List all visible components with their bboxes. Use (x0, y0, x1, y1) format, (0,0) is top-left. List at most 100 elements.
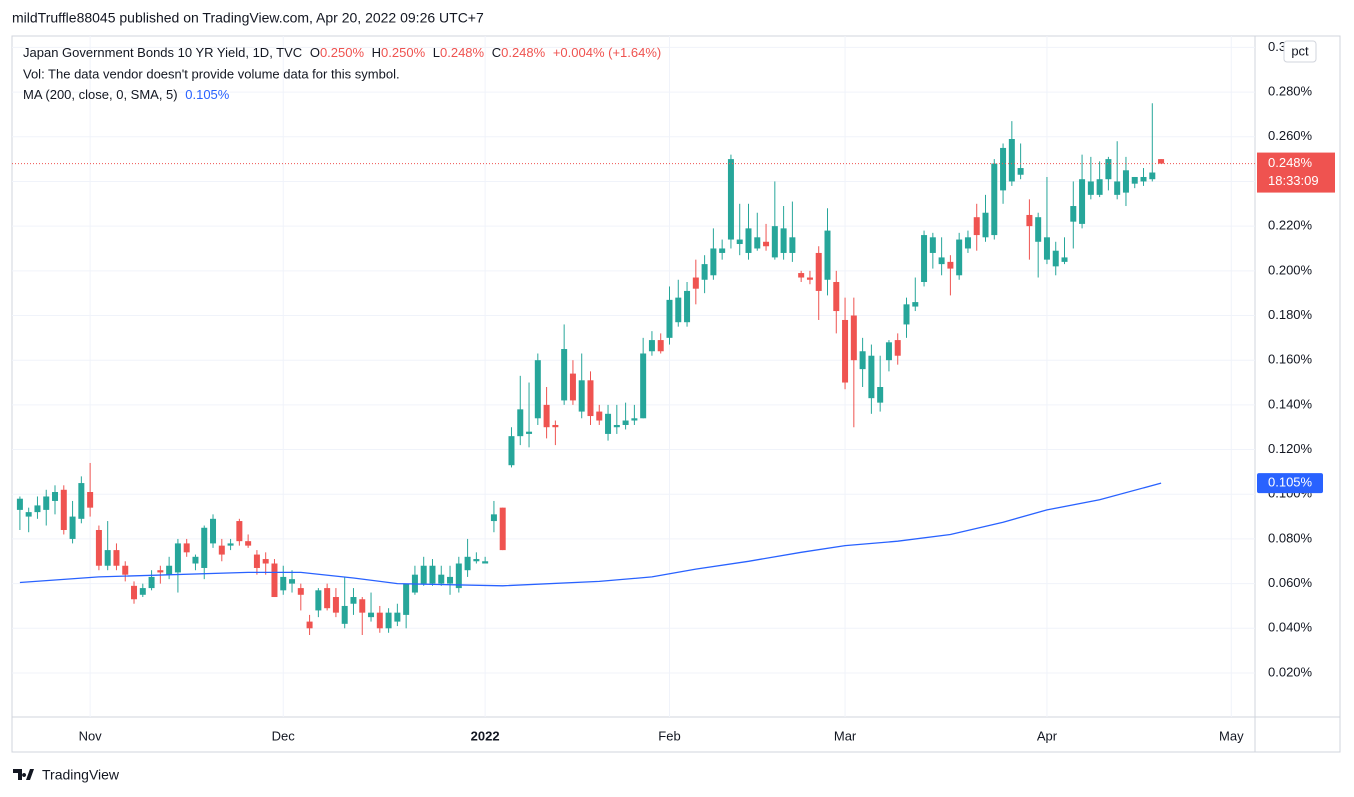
x-tick-label: Apr (1037, 728, 1058, 743)
candle-body (789, 237, 796, 253)
candle-body (921, 235, 928, 282)
candle-body (640, 353, 647, 419)
candle-body (736, 239, 743, 245)
candle-body (131, 585, 138, 600)
candle-body (885, 342, 892, 361)
ma-value: 0.105% (185, 87, 230, 102)
candle-body (1052, 250, 1059, 267)
last-price-label: 0.248% (1268, 155, 1313, 170)
candle-body (798, 273, 805, 278)
candle-body (306, 621, 313, 629)
candle-body (526, 431, 533, 434)
candle-body (684, 290, 691, 323)
candle-body (894, 340, 901, 356)
grid (12, 36, 1255, 717)
candle-body (1043, 237, 1050, 260)
candle-body (95, 529, 102, 566)
candle-body (174, 543, 181, 573)
candle-body (429, 565, 436, 584)
candle-body (1122, 170, 1129, 193)
y-tick-label: 0.280% (1268, 84, 1313, 99)
candle-body (271, 563, 278, 598)
candle-body (447, 576, 454, 584)
candle-body (1140, 176, 1147, 182)
candle-body (183, 543, 190, 553)
candle-body (192, 556, 199, 564)
candle-body (473, 559, 480, 562)
candle-body (210, 518, 217, 544)
candle-body (850, 315, 857, 361)
candle-body (464, 556, 471, 571)
candle-body (280, 576, 287, 591)
candle-body (490, 514, 497, 522)
low-label: L (433, 45, 440, 60)
candle-body (1035, 217, 1042, 242)
candle-body (710, 248, 717, 276)
candle-body (552, 424, 559, 428)
candle-body (648, 340, 655, 352)
ma-value-box (1257, 473, 1323, 494)
y-tick-label: 0.120% (1268, 441, 1313, 456)
y-tick-label: 0.140% (1268, 396, 1313, 411)
candle-body (771, 226, 778, 258)
candle-body (1087, 181, 1094, 195)
legend-main: Japan Government Bonds 10 YR Yield, 1D, … (23, 45, 661, 60)
candle-body (833, 281, 840, 312)
scale-button[interactable]: pct (1291, 43, 1309, 58)
footer-brand: TradingView (42, 767, 120, 783)
candle-body (692, 277, 699, 289)
candle-body (666, 299, 673, 338)
candle-body (947, 261, 954, 269)
candle-body (842, 319, 849, 383)
candle-body (139, 588, 146, 595)
y-tick-label: 0.200% (1268, 262, 1313, 277)
ma-line (19, 482, 1162, 587)
y-tick-label: 0.180% (1268, 307, 1313, 322)
candle-body (973, 217, 980, 236)
candle-body (403, 583, 410, 615)
candle-body (324, 588, 331, 609)
candle-body (1000, 147, 1007, 191)
candle-body (675, 297, 682, 323)
plot (12, 103, 1255, 636)
candle-body (903, 304, 910, 325)
candle-body (148, 576, 155, 589)
axes: 0.020%0.040%0.060%0.080%0.100%0.120%0.14… (79, 39, 1335, 743)
candle-body (543, 404, 550, 428)
y-tick-label: 0.020% (1268, 664, 1313, 679)
candle-body (297, 588, 304, 595)
candle-body (763, 241, 770, 247)
ma-value-label: 0.105% (1268, 475, 1313, 490)
candle-body (394, 612, 401, 622)
candle-body (631, 418, 638, 421)
candle-body (25, 512, 32, 517)
candle-body (964, 237, 971, 249)
logo-icon (13, 769, 34, 780)
candle-body (350, 597, 357, 604)
candle-body (16, 498, 23, 510)
candle-body (1070, 206, 1077, 222)
open-label: O (310, 45, 320, 60)
candle-body (359, 599, 366, 613)
candle-body (253, 554, 260, 568)
candle-body (245, 541, 252, 546)
candle-body (859, 351, 866, 370)
candle-body (166, 565, 173, 575)
candle-body (929, 237, 936, 253)
candle-body (60, 489, 67, 530)
candle-body (455, 563, 462, 589)
y-tick-label: 0.080% (1268, 530, 1313, 545)
scale-button-box[interactable] (1283, 40, 1317, 63)
y-tick-label: 0.060% (1268, 575, 1313, 590)
candle-body (1149, 172, 1156, 180)
candle-body (113, 550, 120, 566)
candle-body (385, 612, 392, 629)
candle-body (315, 590, 322, 611)
y-tick-label: 0.260% (1268, 128, 1313, 143)
y-tick-label: 0.160% (1268, 352, 1313, 367)
candle-body (104, 550, 111, 566)
candle-body (561, 349, 568, 401)
countdown: 18:33:09 (1268, 173, 1319, 188)
y-tick-label: 0.220% (1268, 218, 1313, 233)
